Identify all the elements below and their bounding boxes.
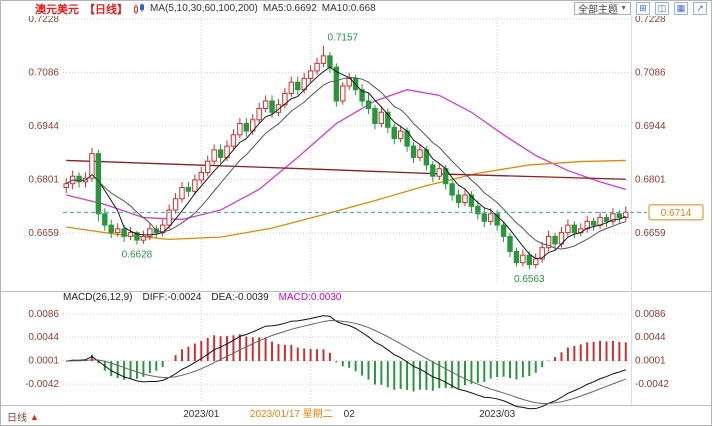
macd-tick-left: -0.0042 [25, 379, 59, 390]
swing-label: 0.7157 [327, 33, 358, 44]
y-tick-left: 0.6944 [28, 121, 59, 132]
ma-line-ma10 [65, 76, 626, 250]
x-axis-date-label: 02 [344, 409, 356, 420]
macd-histogram [71, 334, 627, 392]
current-price-tag [648, 204, 704, 221]
ma-line-ma200 [66, 159, 626, 180]
macd-tick-left: 0.0001 [28, 356, 59, 367]
dea-line [66, 320, 626, 404]
ma-line-ma30 [66, 89, 626, 221]
ma-line-ma5 [65, 66, 626, 260]
symbol-name[interactable]: 澳元美元 [35, 3, 79, 16]
macd-hist-value: MACD:0.0030 [278, 292, 342, 303]
y-tick-right: 0.6944 [635, 121, 666, 132]
y-tick-left: 0.7086 [28, 67, 59, 78]
up-arrow-icon: ▲ [30, 411, 39, 422]
period-label[interactable]: 日线 [7, 413, 27, 424]
period-tag: 【日线】 [84, 3, 128, 16]
macd-tick-right: 0.0044 [635, 332, 666, 343]
multi-pane-layout-icon[interactable]: ▦ [674, 2, 688, 15]
y-tick-right: 0.7228 [635, 14, 666, 25]
macd-dea-value: DEA:-0.0039 [211, 292, 269, 303]
ma10-value: MA10:0.668 [321, 3, 376, 14]
swing-label: 0.6628 [122, 250, 153, 261]
grid-4-layout-icon[interactable]: ⊞ [636, 2, 650, 15]
theme-selector[interactable]: 全部主题 ▼ [574, 2, 631, 16]
y-tick-left: 0.6801 [28, 175, 59, 186]
macd-params[interactable]: MACD(26,12,9) [63, 292, 133, 303]
grid [63, 17, 629, 401]
macd-tick-right: -0.0042 [635, 379, 669, 390]
kline-icon [133, 3, 145, 15]
candlestick-series [63, 45, 629, 270]
axis-labels: 0.7228 0.7228 0.7086 0.7086 0.6944 0.6944 0.68… [25, 14, 669, 420]
ma-line-ma100 [66, 159, 626, 241]
macd-header: MACD(26,12,9) DIFF:-0.0024 DEA:-0.0039 M… [63, 292, 341, 303]
expand-layout-icon[interactable]: ↗ [693, 2, 707, 15]
macd-tick-right: 0.0086 [635, 309, 666, 320]
y-tick-right: 0.7086 [635, 67, 666, 78]
macd-tick-left: 0.0044 [28, 332, 59, 343]
split-2-layout-icon[interactable]: ◫ [655, 2, 669, 15]
footer: 日线 ▲ [7, 409, 39, 425]
y-tick-left: 0.6659 [28, 228, 59, 239]
diff-line [66, 315, 626, 410]
macd-tick-left: 0.0086 [28, 309, 59, 320]
y-tick-left: 0.7228 [28, 14, 59, 25]
macd-tick-right: 0.0001 [635, 356, 666, 367]
macd-lines [66, 315, 626, 410]
chevron-down-icon: ▼ [620, 5, 627, 12]
ma-computed-lines [65, 66, 626, 260]
y-tick-right: 0.6801 [635, 175, 666, 186]
ma5-value: MA5:0.6692 [262, 3, 317, 14]
current-price-value: 0.6714 [661, 208, 692, 219]
x-axis-date-label: 2023/01 [183, 409, 220, 420]
macd-diff-value: DIFF:-0.0024 [142, 292, 202, 303]
ma-overlay-lines [66, 89, 626, 241]
x-axis-date-label: 2023/03 [479, 409, 516, 420]
chart-header: 澳元美元 【日线】 MA(5,10,30,60,100,200) MA5:0.6… [1, 1, 711, 16]
y-tick-right: 0.6659 [635, 228, 666, 239]
ma-settings-label: MA(5,10,30,60,100,200) [150, 3, 258, 14]
selected-date-label: 2023/01/17 星期二 [250, 408, 333, 420]
theme-selector-label: 全部主题 [578, 5, 619, 16]
swing-label: 0.6563 [514, 274, 545, 285]
